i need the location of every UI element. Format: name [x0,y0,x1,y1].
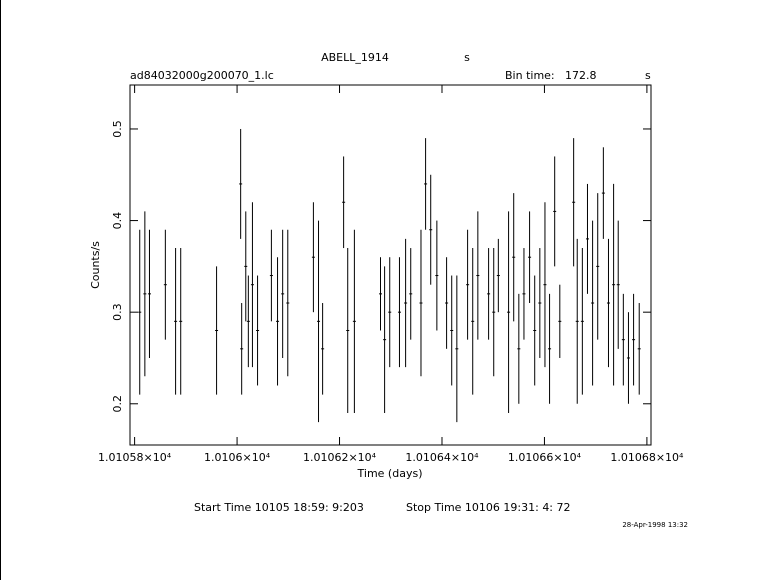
data-point [626,357,630,359]
x-tick-label: 1.0106×10⁴ [204,451,271,464]
data-point [143,293,147,295]
data-point [419,302,423,304]
data-point [424,183,428,185]
stop-time: Stop Time 10106 19:31: 4: 72 [406,501,571,514]
data-point [632,339,636,341]
data-point [404,302,408,304]
data-point [548,348,552,350]
data-point [321,348,325,350]
data-point [601,192,605,194]
data-point [409,293,413,295]
y-tick-label: 0.2 [111,395,124,413]
data-point [342,201,346,203]
data-point [487,293,491,295]
data-point [379,293,383,295]
x-axis-label: Time (days) [357,467,423,480]
y-tick-label: 0.4 [111,212,124,230]
data-point [471,320,475,322]
data-point [138,311,142,313]
data-point [147,293,151,295]
subtitle: ad84032000g200070_1.lc [130,69,274,82]
x-tick-label: 1.01066×10⁴ [508,451,582,464]
data-point [240,348,244,350]
data-point [522,293,526,295]
data-point [533,329,537,331]
data-point [616,284,620,286]
data-point [435,275,439,277]
data-point [517,348,521,350]
bin-value: 172.8 [565,69,597,82]
x-tick-label: 1.01068×10⁴ [610,451,684,464]
data-point [585,238,589,240]
y-tick-label: 0.3 [111,303,124,321]
data-point [397,311,401,313]
data-point [256,329,260,331]
data-point [575,320,579,322]
title-unit: s [464,51,470,64]
data-point [492,311,496,313]
data-point [269,275,273,277]
x-tick-label: 1.01058×10⁴ [98,451,172,464]
data-point [528,256,532,258]
y-tick-label: 0.5 [111,120,124,138]
chart-title: ABELL_1914 [321,51,389,64]
data-point [281,293,285,295]
data-point [580,320,584,322]
data-point [163,284,167,286]
data-point [507,311,511,313]
x-tick-label: 1.01062×10⁴ [303,451,377,464]
y-axis-label: Counts/s [89,241,102,289]
data-point [621,339,625,341]
data-point [637,348,641,350]
data-point [450,329,454,331]
data-point [553,210,557,212]
data-point [174,320,178,322]
data-point [388,311,392,313]
data-point [591,302,595,304]
data-point [596,265,600,267]
data-point [246,320,250,322]
data-point [317,320,321,322]
plot-frame [129,84,652,446]
data-point [429,229,433,231]
data-point [352,320,356,322]
date-stamp: 28-Apr-1998 13:32 [622,521,688,529]
data-point [239,183,243,185]
data-point [543,284,547,286]
data-point [476,275,480,277]
data-point [383,339,387,341]
data-point [512,256,516,258]
data-point [250,284,254,286]
start-time: Start Time 10105 18:59: 9:203 [194,501,364,514]
bin-label: Bin time: [505,69,555,82]
data-point [496,275,500,277]
data-point [215,329,219,331]
data-point [244,265,248,267]
data-point [455,348,459,350]
data-point [179,320,183,322]
data-point [606,302,610,304]
data-point [346,329,350,331]
data-point [276,320,280,322]
data-point [558,320,562,322]
bin-unit: s [645,69,651,82]
x-tick-label: 1.01064×10⁴ [405,451,479,464]
data-point [612,284,616,286]
data-point [466,284,470,286]
data-point [538,302,542,304]
data-point [572,201,576,203]
data-point [286,302,290,304]
data-point [445,302,449,304]
data-point [311,256,315,258]
